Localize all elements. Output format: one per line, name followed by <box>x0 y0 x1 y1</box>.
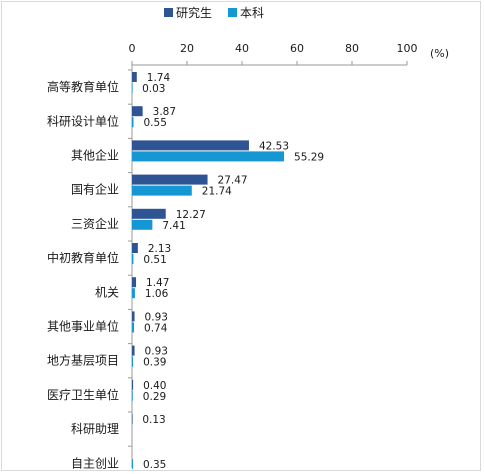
value-label: 2.13 <box>148 243 171 255</box>
legend-swatch-本科 <box>228 8 237 17</box>
category-label: 科研设计单位 <box>47 113 119 128</box>
x-tick-label: 60 <box>290 42 304 55</box>
bar-研究生 <box>132 208 166 219</box>
x-tick-label: 80 <box>345 42 359 55</box>
value-label: 12.27 <box>176 209 206 221</box>
bar-本科 <box>132 356 134 367</box>
bar-本科 <box>132 322 135 333</box>
x-tick-label: 100 <box>397 42 418 55</box>
category-label: 中初教育单位 <box>47 250 119 265</box>
bars <box>132 72 285 470</box>
value-label: 0.93 <box>145 346 168 358</box>
value-label: 0.93 <box>145 311 168 323</box>
value-label: 27.47 <box>218 175 248 187</box>
bar-本科 <box>132 459 133 470</box>
bar-研究生 <box>132 311 135 322</box>
value-label: 55.29 <box>294 151 324 163</box>
x-tick-label: 40 <box>235 42 249 55</box>
bar-研究生 <box>132 243 138 253</box>
bar-研究生 <box>132 379 134 390</box>
category-label: 自主创业 <box>71 456 119 470</box>
category-labels: 高等教育单位科研设计单位其他企业国有企业三资企业中初教育单位机关其他事业单位地方… <box>47 69 132 470</box>
category-label: 地方基层项目 <box>47 353 119 368</box>
bar-研究生 <box>132 140 249 151</box>
legend: 研究生 本科 <box>164 5 264 20</box>
x-axis: 0 20 40 60 80 100 <box>129 42 418 468</box>
category-label: 科研助理 <box>71 422 119 436</box>
bar-研究生 <box>132 345 135 356</box>
value-label: 21.74 <box>202 186 232 198</box>
bar-本科 <box>132 185 192 196</box>
value-label: 3.87 <box>153 106 176 118</box>
bar-研究生 <box>132 72 137 82</box>
legend-label-本科: 本科 <box>240 6 264 20</box>
bar-本科 <box>132 288 135 299</box>
value-label: 1.74 <box>147 72 171 84</box>
bar-研究生 <box>132 414 133 424</box>
legend-label-研究生: 研究生 <box>176 5 212 20</box>
category-label: 高等教育单位 <box>47 79 119 94</box>
value-label: 0.39 <box>143 357 166 369</box>
category-label: 国有企业 <box>71 182 119 197</box>
bar-本科 <box>132 390 133 401</box>
category-label: 机关 <box>95 285 119 299</box>
legend-swatch-研究生 <box>164 8 173 17</box>
bar-本科 <box>132 117 134 128</box>
value-label: 1.06 <box>145 288 169 300</box>
x-tick-label: 20 <box>180 42 194 55</box>
value-label: 0.03 <box>142 83 165 95</box>
value-label: 42.53 <box>259 140 289 152</box>
category-label: 医疗卫生单位 <box>47 387 119 402</box>
bar-研究生 <box>132 106 143 117</box>
x-tick-label: 0 <box>129 42 136 55</box>
bar-研究生 <box>132 174 208 185</box>
value-label: 7.41 <box>162 220 185 232</box>
value-label: 0.35 <box>143 459 166 471</box>
category-label: 其他事业单位 <box>47 319 119 334</box>
bar-本科 <box>132 219 153 230</box>
bar-本科 <box>132 151 285 162</box>
unit-label: (%) <box>430 47 449 60</box>
bar-本科 <box>132 254 134 264</box>
value-label: 0.40 <box>143 380 166 392</box>
value-label: 0.13 <box>142 414 165 426</box>
value-label: 0.74 <box>144 322 168 334</box>
value-label: 0.29 <box>143 391 166 403</box>
bar-研究生 <box>132 277 137 288</box>
value-label: 0.51 <box>143 254 166 266</box>
bar-本科 <box>132 83 133 93</box>
value-label: 0.55 <box>144 117 167 129</box>
category-label: 三资企业 <box>71 216 119 231</box>
value-label: 1.47 <box>146 277 169 289</box>
category-label: 其他企业 <box>71 148 119 163</box>
